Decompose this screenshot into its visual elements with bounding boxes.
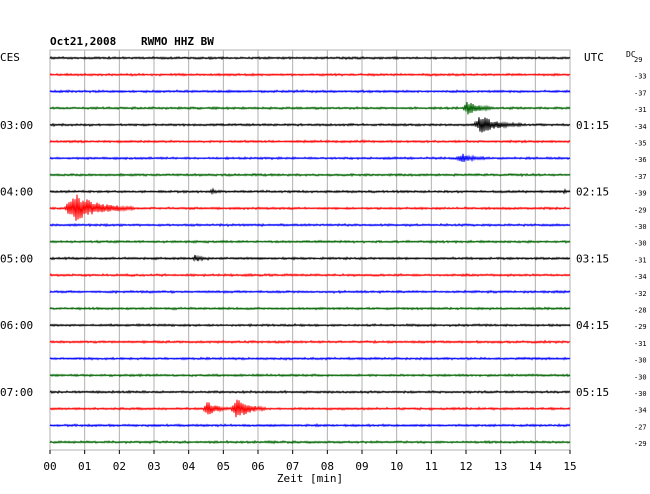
trace-group — [49, 55, 571, 445]
seismic-trace — [49, 439, 571, 445]
grid — [49, 49, 571, 451]
seismic-trace — [49, 306, 571, 311]
dc-offset-label: -30 — [634, 373, 647, 381]
seismic-trace — [49, 72, 571, 77]
dc-offset-label: -34 — [634, 407, 647, 415]
seismic-trace — [49, 254, 571, 263]
dc-offset-label: -29 — [634, 323, 647, 331]
dc-offset-label: -30 — [634, 223, 647, 231]
dc-offset-label: -37 — [634, 89, 647, 97]
seismic-trace — [49, 139, 571, 144]
x-tick-label: 06 — [251, 460, 264, 473]
seismic-trace — [49, 153, 571, 163]
x-tick-label: 13 — [494, 460, 507, 473]
dc-offset-label: -31 — [634, 106, 647, 114]
seismic-trace — [49, 194, 571, 221]
x-tick-label: 15 — [563, 460, 576, 473]
left-timezone-label: CES — [0, 51, 20, 64]
dc-offset-label: -30 — [634, 357, 647, 365]
dc-label: DC — [626, 50, 636, 59]
dc-offset-label: -37 — [634, 173, 647, 181]
seismic-trace — [49, 373, 571, 378]
seismic-trace — [49, 89, 571, 94]
right-time-label: 04:15 — [576, 319, 609, 332]
x-tick-label: 12 — [459, 460, 472, 473]
x-tick-label: 01 — [78, 460, 91, 473]
x-tick-label: 07 — [286, 460, 299, 473]
dc-offset-label: -35 — [634, 140, 647, 148]
seismic-trace — [49, 389, 571, 395]
right-time-label: 05:15 — [576, 386, 609, 399]
x-tick-label: 08 — [321, 460, 334, 473]
dc-offset-label: -36 — [634, 156, 647, 164]
right-time-label: 02:15 — [576, 186, 609, 199]
left-time-label: 07:00 — [0, 386, 33, 399]
left-time-labels: 03:00 04:00 05:00 06:00 07:00 — [0, 119, 33, 399]
x-tick-label: 02 — [113, 460, 126, 473]
seismic-trace — [49, 172, 571, 178]
seismic-trace — [49, 55, 571, 61]
x-tick-label: 04 — [182, 460, 196, 473]
dc-offset-label: 29 — [634, 56, 642, 64]
seismic-trace — [49, 272, 571, 278]
x-tick-label: 03 — [147, 460, 160, 473]
dc-offset-label: -29 — [634, 440, 647, 448]
right-time-label: 03:15 — [576, 252, 609, 265]
dc-offset-label: -34 — [634, 273, 647, 281]
x-tick-label: 09 — [355, 460, 368, 473]
dc-offset-label: -31 — [634, 256, 647, 264]
dc-offset-label: -39 — [634, 190, 647, 198]
x-tick-label: 11 — [425, 460, 438, 473]
seismic-trace — [49, 222, 571, 228]
station-label: RWMO HHZ BW — [141, 35, 214, 48]
seismic-trace — [49, 117, 571, 133]
x-axis-ticks: 00 01 02 03 04 05 06 07 08 09 10 11 12 13 14 15 — [43, 450, 577, 473]
dc-offset-label: -27 — [634, 423, 647, 431]
right-timezone-label: UTC — [584, 51, 604, 64]
dc-offset-label: -33 — [634, 73, 647, 81]
dc-offset-label: -32 — [634, 290, 647, 298]
x-axis-title: Zeit [min] — [277, 472, 343, 485]
dc-offset-label: -30 — [634, 390, 647, 398]
plot-frame — [49, 49, 571, 451]
dc-offset-label: -34 — [634, 123, 647, 131]
left-time-label: 06:00 — [0, 319, 33, 332]
seismic-trace — [49, 239, 571, 245]
seismic-trace — [49, 289, 571, 295]
date-label: Oct21,2008 — [50, 35, 116, 48]
dc-offset-label: -29 — [634, 206, 647, 214]
x-tick-label: 00 — [43, 460, 56, 473]
dc-offset-label: -28 — [634, 307, 647, 315]
dc-offset-label: -30 — [634, 240, 647, 248]
dc-offset-label: -31 — [634, 340, 647, 348]
seismic-trace — [49, 339, 571, 345]
seismic-trace — [49, 422, 571, 428]
left-time-label: 05:00 — [0, 252, 33, 265]
seismic-trace — [49, 187, 571, 196]
left-time-label: 03:00 — [0, 119, 33, 132]
x-tick-label: 14 — [529, 460, 543, 473]
seismic-trace — [49, 322, 571, 328]
seismic-trace — [49, 102, 571, 115]
right-time-label: 01:15 — [576, 119, 609, 132]
seismic-trace — [49, 356, 571, 361]
dc-offset-labels: 29 -33 -37 -31 -34 -35 -36 -37 -39 -29 -30 -30 -31 -3… — [634, 56, 647, 448]
seismic-trace — [49, 399, 571, 418]
left-time-label: 04:00 — [0, 186, 33, 199]
right-time-labels: 01:15 02:15 03:15 04:15 05:15 — [576, 119, 609, 399]
x-tick-label: 10 — [390, 460, 403, 473]
x-tick-label: 05 — [217, 460, 230, 473]
